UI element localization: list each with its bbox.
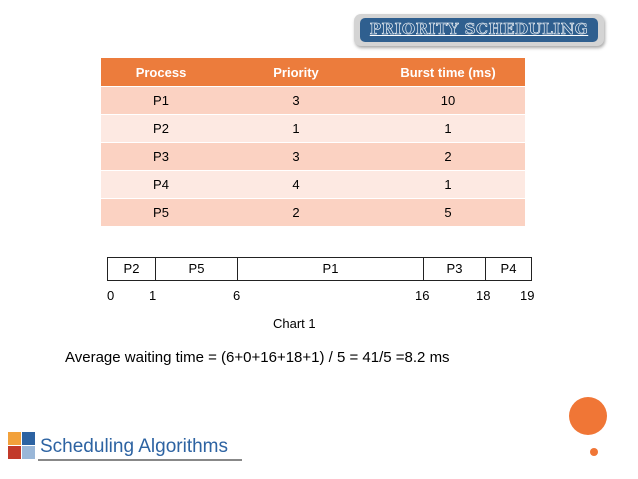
logo-square-icon [8, 432, 21, 445]
header-burst-time: Burst time (ms) [371, 58, 525, 87]
slide-title: PRIORITY SCHEDULING [369, 20, 589, 39]
table-row: P3 3 2 [101, 142, 525, 171]
cell-priority: 4 [221, 170, 371, 199]
decorative-circle-large [569, 397, 607, 435]
cell-process: P4 [101, 170, 221, 199]
logo-text: Scheduling Algorithms [40, 436, 228, 457]
cell-process: P2 [101, 114, 221, 143]
cell-priority: 3 [221, 86, 371, 115]
cell-burst: 1 [371, 114, 525, 143]
burst-value: 2 [444, 149, 452, 164]
title-banner-fill [360, 18, 598, 42]
cell-burst: 10 [371, 86, 525, 115]
burst-value: 10 [440, 93, 456, 108]
burst-value: 1 [444, 121, 452, 136]
header-priority: Priority [221, 58, 371, 87]
chart-caption: Chart 1 [273, 316, 316, 331]
gantt-tick: 19 [520, 288, 535, 303]
title-banner: PRIORITY SCHEDULING [354, 14, 604, 46]
cell-process: P1 [101, 86, 221, 115]
table-row: P4 4 1 [101, 170, 525, 199]
header-process: Process [101, 58, 221, 87]
gantt-segment-p3: P3 [424, 258, 486, 280]
gantt-tick: 16 [415, 288, 430, 303]
table-header-row: Process Priority Burst time (ms) [101, 58, 525, 87]
process-table: Process Priority Burst time (ms) P1 3 10… [101, 58, 525, 227]
cell-priority: 3 [221, 142, 371, 171]
cell-process: P5 [101, 198, 221, 227]
cell-priority: 1 [221, 114, 371, 143]
table-row: P5 2 5 [101, 198, 525, 227]
gantt-segment-p5: P5 [156, 258, 238, 280]
logo-square-icon [22, 446, 35, 459]
gantt-segment-p1: P1 [238, 258, 424, 280]
cell-burst: 2 [371, 142, 525, 171]
gantt-tick: 18 [476, 288, 491, 303]
gantt-segment-p2: P2 [108, 258, 156, 280]
logo-square-icon [22, 432, 35, 445]
burst-value: 1 [444, 177, 452, 192]
gantt-tick: 1 [149, 288, 157, 303]
gantt-tick: 0 [107, 288, 115, 303]
gantt-tick: 6 [233, 288, 241, 303]
decorative-circle-small [590, 448, 598, 456]
logo-underline [38, 459, 242, 461]
average-waiting-time: Average waiting time = (6+0+16+18+1) / 5… [65, 349, 450, 366]
table-row: P1 3 10 [101, 86, 525, 115]
logo-square-icon [8, 446, 21, 459]
gantt-segment-p4: P4 [500, 261, 517, 276]
gantt-chart: P2 P5 P1 P3 P4 [107, 257, 532, 281]
cell-burst: 5 [371, 198, 525, 227]
burst-value: 5 [444, 205, 452, 220]
cell-process: P3 [101, 142, 221, 171]
cell-priority: 2 [221, 198, 371, 227]
table-row: P2 1 1 [101, 114, 525, 143]
cell-burst: 1 [371, 170, 525, 199]
